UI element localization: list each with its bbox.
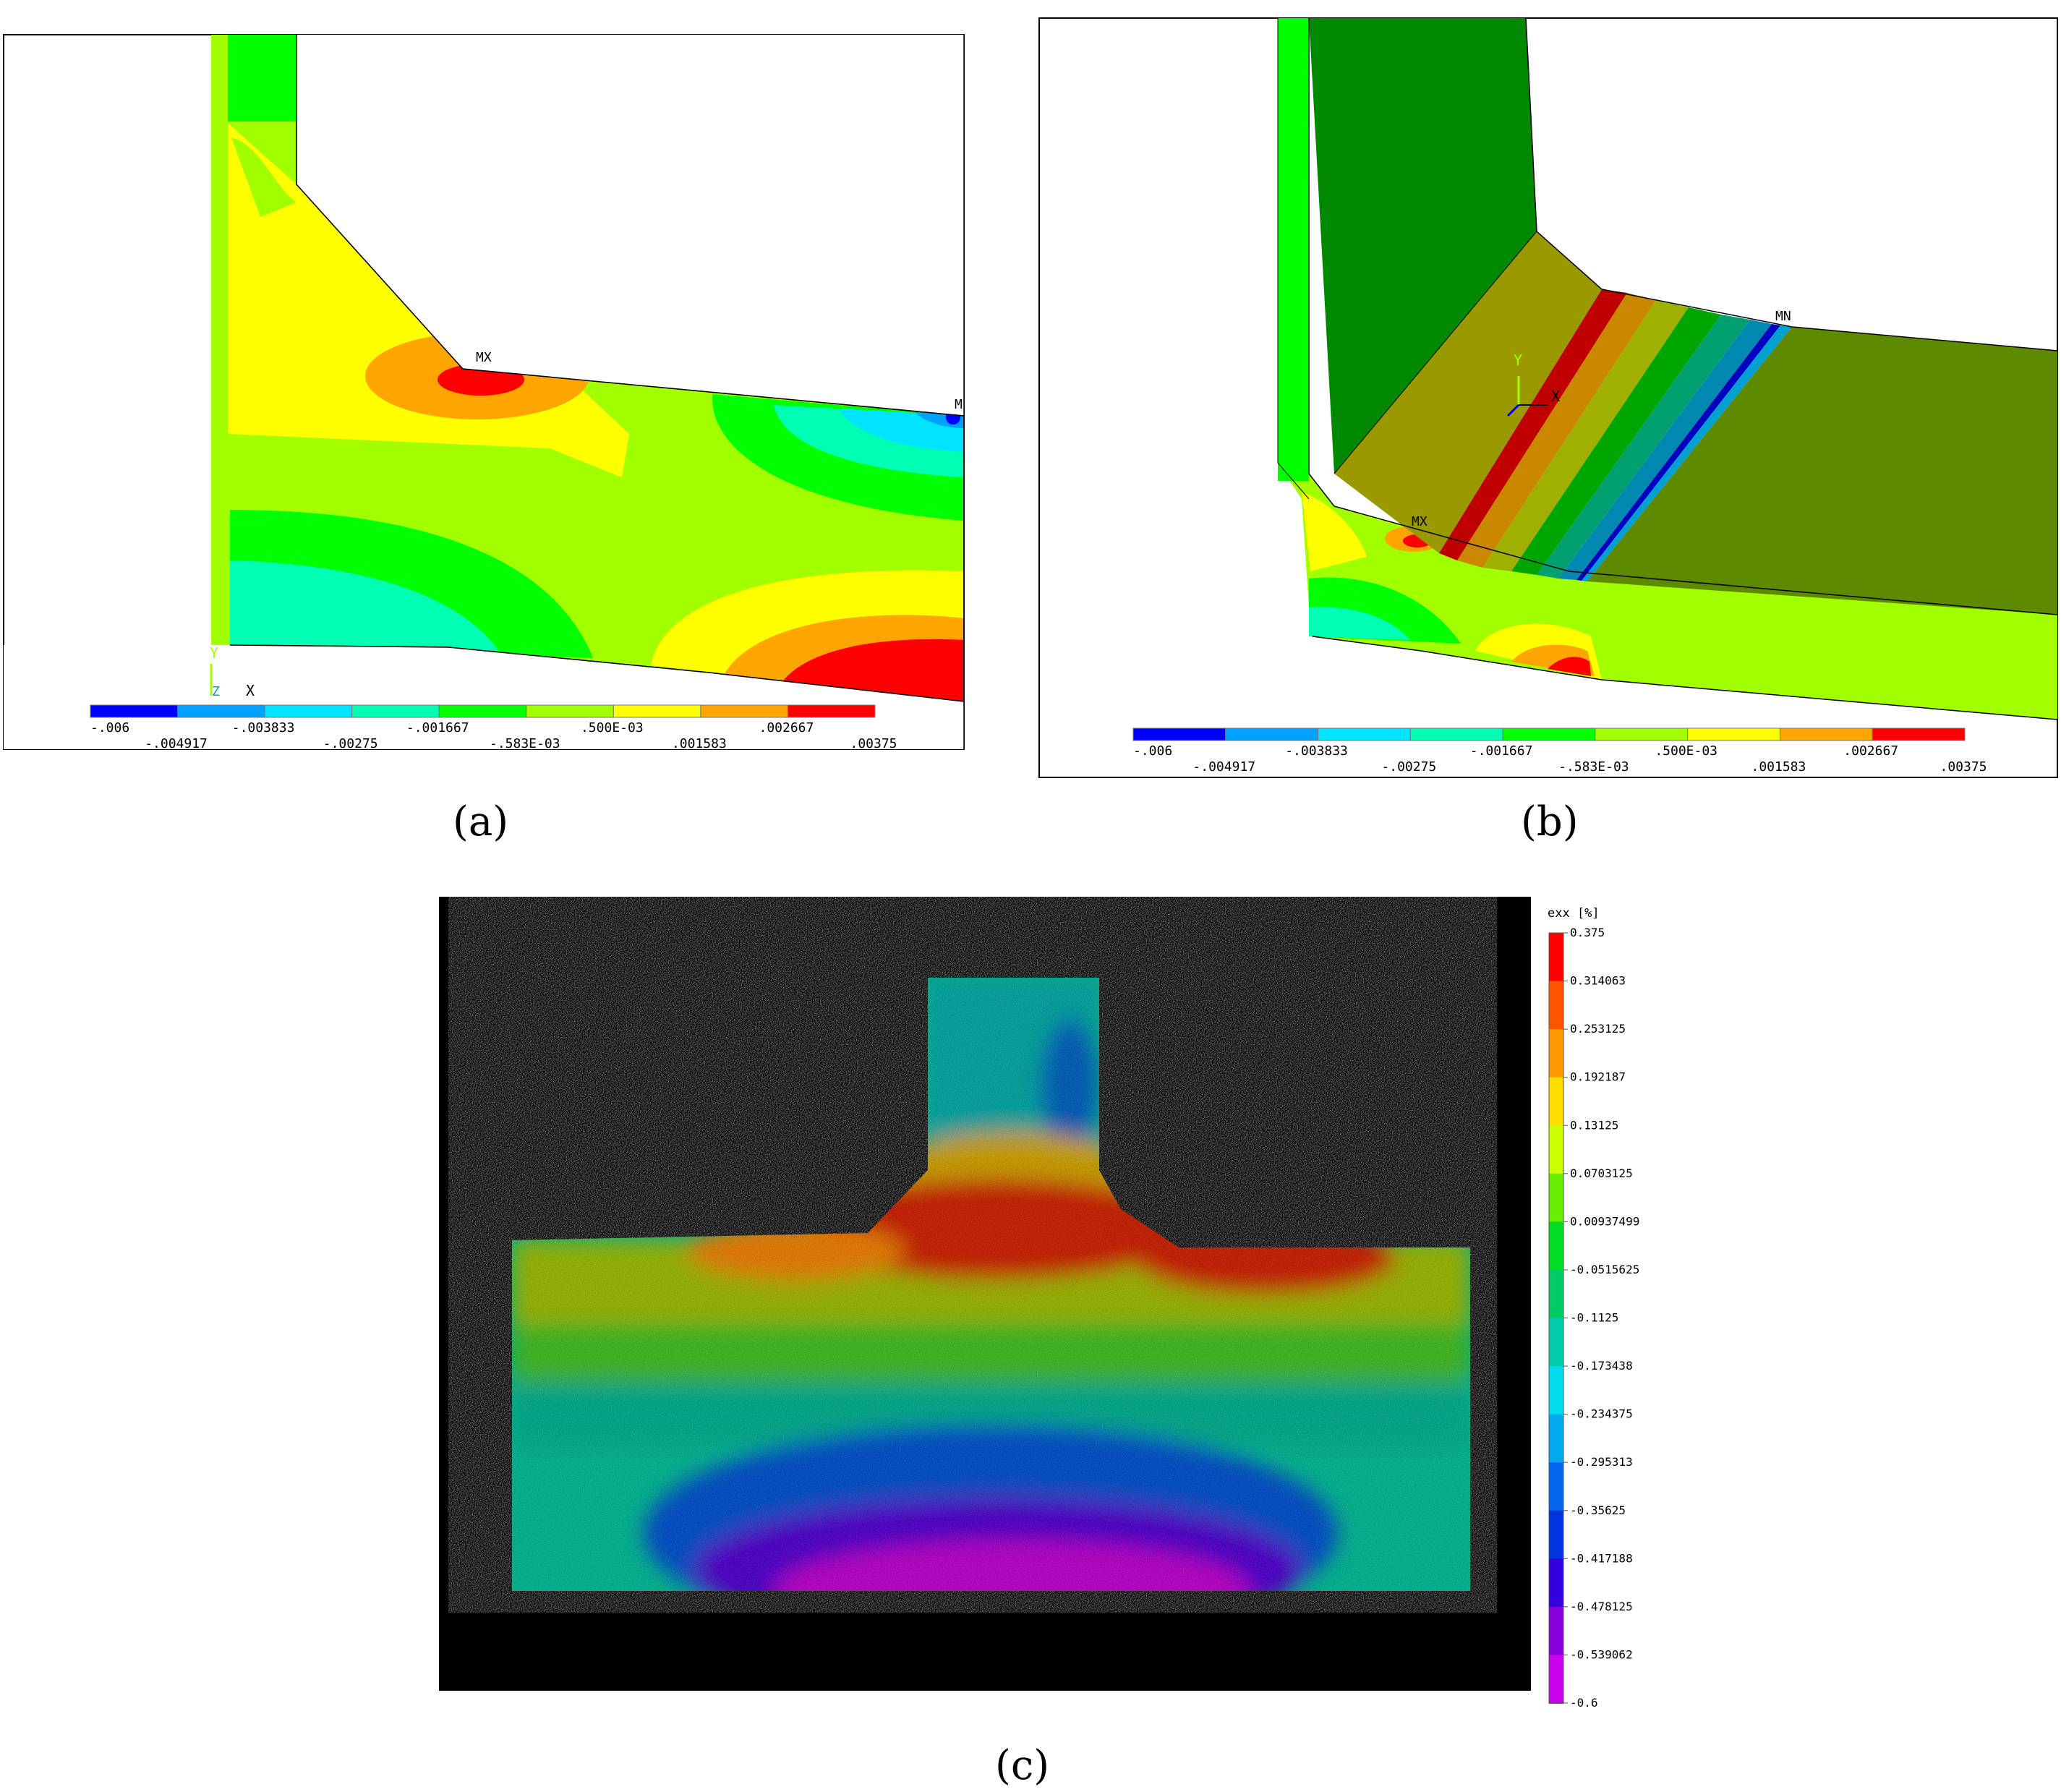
panel-a-fea-contour: MX M Y Z X -.006-.004917-.003833-.00275-… xyxy=(3,34,965,845)
legend-swatch xyxy=(613,704,701,718)
legend-swatch xyxy=(1225,728,1319,741)
legend-label: -.006 xyxy=(1133,743,1172,759)
panel-b-top-face-vertical xyxy=(1309,18,1537,474)
panel-a-axis-y: Y xyxy=(210,644,218,662)
panel-a-caption: (a) xyxy=(453,798,508,845)
legend-swatch xyxy=(438,704,527,718)
colorbar-tick-label: -0.0515625 xyxy=(1570,1263,1639,1276)
colorbar-swatch xyxy=(1549,1510,1563,1560)
panel-a-min-marker: M xyxy=(955,397,963,412)
colorbar-tick-label: 0.192187 xyxy=(1570,1070,1626,1084)
panel-a-axis-x: X xyxy=(246,682,255,699)
legend-swatch xyxy=(264,704,353,718)
colorbar-tick-label: 0.253125 xyxy=(1570,1022,1626,1036)
legend-label: -.006 xyxy=(90,720,129,735)
colorbar-tick-label: -0.173438 xyxy=(1570,1359,1633,1373)
colorbar-swatch xyxy=(1549,1414,1563,1464)
legend-label: .00375 xyxy=(850,736,897,751)
panel-c-strain-overlay xyxy=(512,978,1470,1591)
colorbar-swatch xyxy=(1549,933,1563,982)
panel-b-fea-3d-contour: MX MN Y X -.006-.004917-.003833-.00275-.… xyxy=(1038,17,2058,845)
colorbar-swatch xyxy=(1549,1125,1563,1174)
legend-label: .002667 xyxy=(759,720,814,735)
legend-label: -.003833 xyxy=(1285,743,1348,759)
legend-label: -.00275 xyxy=(1381,759,1436,775)
colorbar-swatch xyxy=(1549,1029,1563,1078)
legend-label: -.00275 xyxy=(323,736,378,751)
colorbar-swatch xyxy=(1549,981,1563,1031)
legend-label: -.004917 xyxy=(145,736,208,751)
colorbar-swatch xyxy=(1549,1606,1563,1656)
colorbar-tick-label: -0.6 xyxy=(1570,1696,1598,1710)
panel-b-front-face xyxy=(1278,18,2057,720)
panel-c-dic-strain-field: exx [%] 0.375 0.314063 0.253125 0.192187 0.1… xyxy=(439,897,1639,1789)
legend-label: .001583 xyxy=(1751,759,1806,775)
legend-label: -.004917 xyxy=(1192,759,1255,775)
legend-swatch xyxy=(1779,728,1873,741)
colorbar-tick-label: -0.417188 xyxy=(1570,1551,1633,1565)
colorbar-swatch xyxy=(1549,1173,1563,1223)
panel-a-axis-z: Z xyxy=(212,684,220,699)
legend-swatch xyxy=(1595,728,1689,741)
colorbar-swatch xyxy=(1549,1269,1563,1319)
colorbar-tick-label: 0.13125 xyxy=(1570,1118,1618,1132)
legend-label: .001583 xyxy=(672,736,727,751)
legend-swatch xyxy=(1132,728,1226,741)
legend-swatch xyxy=(1687,728,1780,741)
panel-b-caption: (b) xyxy=(1521,798,1579,845)
legend-swatch xyxy=(177,704,265,718)
panel-c-colorbar: exx [%] 0.375 0.314063 0.253125 0.192187 0.1… xyxy=(1548,906,1639,1710)
panel-b-axis-y: Y xyxy=(1514,351,1522,369)
colorbar-swatch xyxy=(1549,1366,1563,1415)
colorbar-tick-label: -0.234375 xyxy=(1570,1407,1633,1421)
panel-b-axis-x: X xyxy=(1551,388,1560,405)
legend-swatch xyxy=(1409,728,1503,741)
panel-a-legend: -.006 -.004917 -.003833 -.00275 -.001667 -.58… xyxy=(90,704,897,751)
colorbar-swatch xyxy=(1549,1318,1563,1368)
legend-swatch xyxy=(1318,728,1411,741)
legend-label: -.003833 xyxy=(232,720,295,735)
colorbar-tick-label: 0.314063 xyxy=(1570,974,1626,988)
colorbar-tick-label: -0.539062 xyxy=(1570,1647,1633,1661)
panel-b-min-marker: MN xyxy=(1775,309,1791,324)
colorbar-tick-label: -0.35625 xyxy=(1570,1503,1626,1517)
legend-swatch xyxy=(1502,728,1596,741)
colorbar-tick-label: 0.375 xyxy=(1570,926,1605,939)
legend-swatch xyxy=(787,704,876,718)
legend-swatch xyxy=(526,704,614,718)
legend-label: -.583E-03 xyxy=(490,736,560,751)
legend-swatch xyxy=(351,704,440,718)
panel-b-top-face-horizontal xyxy=(1587,327,2057,615)
legend-swatch xyxy=(700,704,788,718)
legend-label: -.001667 xyxy=(406,720,469,735)
colorbar-tick-label: 0.0703125 xyxy=(1570,1166,1633,1180)
panel-b-max-marker: MX xyxy=(1412,514,1428,529)
legend-swatch xyxy=(1872,728,1966,741)
legend-swatch xyxy=(90,704,179,718)
legend-label: -.001667 xyxy=(1470,743,1533,759)
colorbar-swatch xyxy=(1549,1462,1563,1511)
panel-c-caption: (c) xyxy=(995,1742,1049,1788)
panel-c-colorbar-title: exx [%] xyxy=(1548,906,1600,921)
panel-a-max-marker: MX xyxy=(476,350,492,365)
panel-b-legend: -.006 -.004917 -.003833 -.00275 -.001667 -.58… xyxy=(1132,728,1987,775)
legend-label: -.583E-03 xyxy=(1558,759,1629,775)
legend-label: .00375 xyxy=(1940,759,1987,775)
colorbar-tick-label: -0.1125 xyxy=(1570,1311,1618,1325)
colorbar-swatch xyxy=(1549,1558,1563,1608)
panel-b-axis-triad: Y X xyxy=(1506,351,1560,417)
panel-a-axis-triad: Y Z X xyxy=(210,644,255,699)
legend-label: .002667 xyxy=(1843,743,1898,759)
colorbar-tick-label: -0.295313 xyxy=(1570,1455,1633,1469)
colorbar-swatch xyxy=(1549,1655,1563,1704)
legend-label: .500E-03 xyxy=(1655,743,1718,759)
colorbar-swatch xyxy=(1549,1221,1563,1271)
colorbar-tick-label: 0.00937499 xyxy=(1570,1214,1639,1228)
colorbar-tick-label: -0.478125 xyxy=(1570,1600,1633,1613)
colorbar-swatch xyxy=(1549,1077,1563,1127)
legend-label: .500E-03 xyxy=(581,720,644,735)
